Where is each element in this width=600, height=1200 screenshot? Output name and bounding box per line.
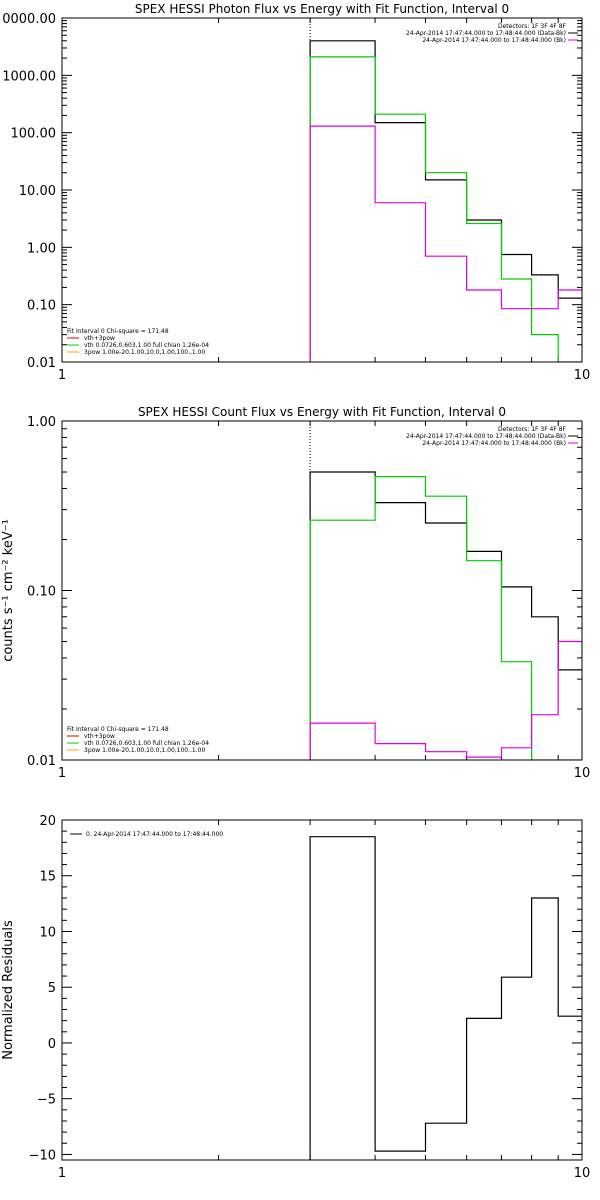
y-tick-label: 0.01	[27, 754, 56, 769]
y-tick-label: 1000.00	[2, 69, 56, 84]
y-tick-label: 0.10	[27, 299, 56, 314]
legend-top-text: 24-Apr-2014 17:47:44.000 to 17:48:44.000…	[422, 37, 566, 44]
y-axis-label: Normalized Residuals	[1, 920, 16, 1060]
data-area	[309, 836, 582, 1160]
plot-frame	[61, 420, 583, 761]
series-3-line	[309, 125, 582, 362]
y-tick-label: 5	[48, 981, 56, 996]
legend-bottom-text: Fit Interval 0 Chi-square = 171.48	[67, 726, 169, 733]
legend-top-text: 0. 24-Apr-2014 17:47:44.000 to 17:48:44.…	[86, 831, 223, 838]
plot-frame	[61, 17, 583, 363]
legend-bottom-text: vth 0.0726,0.603,1.00 full chian 1.26e-0…	[84, 342, 209, 349]
series-1-line	[309, 40, 582, 362]
legend-bottom-text: 3pow 1.00e-20,1.00,10.0,1.00,100.,1.00	[84, 349, 205, 356]
legend-bottom-text: Fit Interval 0 Chi-square = 171.48	[67, 328, 169, 335]
x-tick-label: 1	[58, 1166, 66, 1181]
series-2-line	[309, 56, 582, 362]
x-tick-label: 10	[574, 766, 591, 781]
data-area	[309, 40, 582, 362]
legend-top-text: 24-Apr-2014 17:47:44.000 to 17:48:44.000…	[406, 30, 566, 37]
x-tick-label: 10	[574, 1166, 591, 1181]
y-tick-label: 10	[39, 925, 56, 940]
legend-bottom-text: vth+3pow	[84, 733, 115, 740]
chart-panel-2: SPEX HESSI Count Flux vs Energy with Fit…	[1, 405, 590, 781]
legend-top-text: Detectors: 1F 3F 4F 8F	[498, 23, 567, 30]
legend-bottom-text: vth+3pow	[84, 335, 115, 342]
legend-bottom-text: 3pow 1.00e-20,1.00,10.0,1.00,100.,1.00	[84, 747, 205, 754]
series-1-line	[309, 836, 582, 1160]
series-1-line	[309, 471, 582, 760]
y-tick-label: 100.00	[11, 127, 57, 142]
x-tick-label: 10	[574, 368, 591, 383]
chart-title: SPEX HESSI Photon Flux vs Energy with Fi…	[135, 2, 509, 16]
x-tick-label: 1	[58, 766, 66, 781]
chart-title: SPEX HESSI Count Flux vs Energy with Fit…	[138, 405, 506, 419]
y-tick-label: −5	[37, 1093, 56, 1108]
y-tick-label: 0.10	[27, 585, 56, 600]
y-tick-label: 0	[48, 1037, 56, 1052]
y-tick-label: 0.01	[27, 356, 56, 371]
chart-panel-1: SPEX HESSI Photon Flux vs Energy with Fi…	[2, 2, 590, 383]
plot-frame	[61, 819, 583, 1161]
series-3-line	[309, 640, 582, 760]
series-2-line	[309, 476, 582, 760]
y-tick-label: 1.00	[27, 241, 56, 256]
y-tick-label: −10	[29, 1148, 56, 1163]
y-tick-label: 0000.00	[2, 12, 56, 27]
legend-bottom-text: vth 0.0726,0.603,1.00 full chian 1.26e-0…	[84, 740, 209, 747]
legend-top-text: 24-Apr-2014 17:47:44.000 to 17:48:44.000…	[406, 433, 566, 440]
legend-top-text: 24-Apr-2014 17:47:44.000 to 17:48:44.000…	[422, 440, 566, 447]
y-axis-label: counts s⁻¹ cm⁻² keV⁻¹	[1, 519, 16, 662]
y-tick-label: 1.00	[27, 415, 56, 430]
y-tick-label: 10.00	[19, 184, 56, 199]
x-tick-label: 1	[58, 368, 66, 383]
y-tick-label: 15	[39, 870, 56, 885]
chart-panel-3: Normalized Residuals 20 15 10 5 0 −5 −101 10 0. 2…	[1, 814, 590, 1181]
data-area	[309, 471, 582, 760]
y-tick-label: 20	[39, 814, 56, 829]
legend-top-text: Detectors: 1F 3F 4F 8F	[498, 426, 567, 433]
